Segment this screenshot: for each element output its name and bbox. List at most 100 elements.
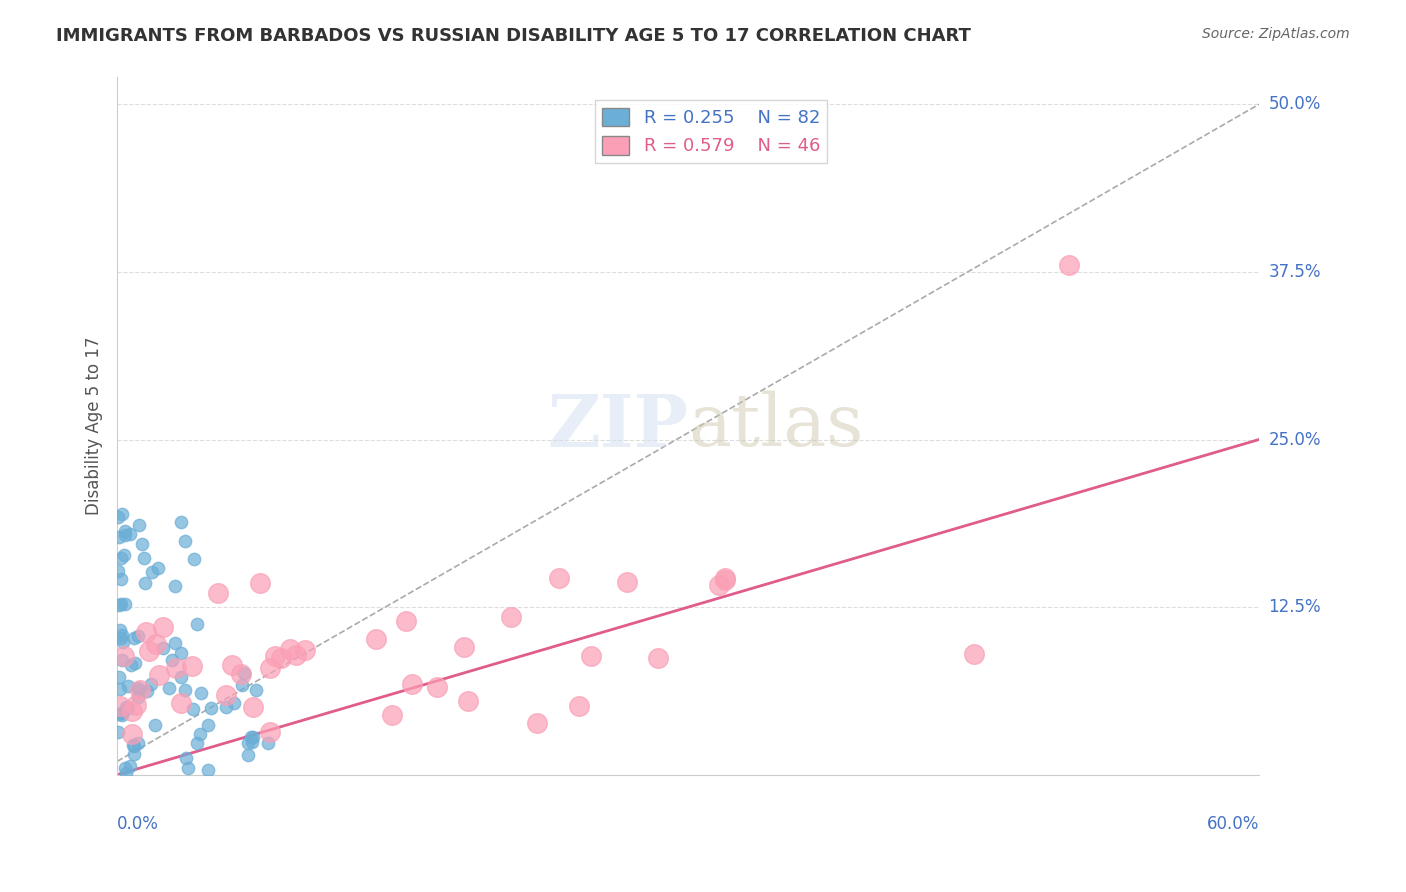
Text: 25.0%: 25.0%	[1268, 431, 1322, 449]
Text: 60.0%: 60.0%	[1206, 815, 1258, 833]
Text: 0.0%: 0.0%	[117, 815, 159, 833]
Point	[568, 698, 591, 713]
Point	[426, 680, 449, 694]
Point	[114, 528, 136, 542]
Point	[264, 649, 287, 664]
Point	[128, 683, 150, 698]
Point	[186, 617, 208, 632]
Point	[245, 682, 267, 697]
Point	[115, 700, 138, 714]
Point	[111, 507, 134, 521]
Point	[108, 670, 131, 684]
Point	[176, 761, 198, 775]
Point	[962, 647, 984, 661]
Point	[127, 681, 149, 695]
Point	[107, 530, 129, 544]
Point	[453, 640, 475, 655]
Point	[127, 690, 149, 704]
Point	[457, 693, 479, 707]
Point	[108, 682, 131, 697]
Point	[170, 646, 193, 660]
Text: atlas: atlas	[688, 391, 863, 461]
Point	[160, 653, 183, 667]
Point	[259, 724, 281, 739]
Point	[174, 750, 197, 764]
Point	[136, 684, 159, 698]
Point	[132, 551, 155, 566]
Point	[364, 632, 387, 646]
Point	[110, 632, 132, 646]
Point	[120, 527, 142, 541]
Point	[499, 610, 522, 624]
Point	[110, 551, 132, 566]
Point	[547, 572, 569, 586]
Point	[135, 625, 157, 640]
Point	[107, 598, 129, 612]
Point	[197, 763, 219, 777]
Point	[707, 578, 730, 592]
Point	[232, 665, 254, 680]
Point	[181, 702, 204, 716]
Point	[221, 657, 243, 672]
Point	[395, 614, 418, 628]
Point	[257, 736, 280, 750]
Point	[714, 571, 737, 585]
Point	[183, 552, 205, 566]
Text: IMMIGRANTS FROM BARBADOS VS RUSSIAN DISABILITY AGE 5 TO 17 CORRELATION CHART: IMMIGRANTS FROM BARBADOS VS RUSSIAN DISA…	[56, 27, 972, 45]
Point	[188, 727, 211, 741]
Point	[143, 717, 166, 731]
Point	[131, 537, 153, 551]
Point	[117, 679, 139, 693]
Point	[163, 635, 186, 649]
Point	[127, 629, 149, 643]
Point	[122, 739, 145, 753]
Point	[152, 620, 174, 634]
Point	[114, 765, 136, 780]
Point	[112, 549, 135, 563]
Point	[284, 648, 307, 663]
Point	[108, 623, 131, 637]
Point	[207, 586, 229, 600]
Point	[526, 716, 548, 731]
Text: ZIP: ZIP	[547, 391, 688, 461]
Point	[114, 761, 136, 775]
Point	[200, 701, 222, 715]
Point	[111, 653, 134, 667]
Point	[278, 641, 301, 656]
Point	[124, 698, 146, 712]
Point	[174, 534, 197, 549]
Y-axis label: Disability Age 5 to 17: Disability Age 5 to 17	[86, 337, 103, 516]
Point	[108, 698, 131, 713]
Point	[170, 515, 193, 529]
Point	[1057, 258, 1080, 272]
Point	[190, 686, 212, 700]
Point	[134, 576, 156, 591]
Point	[215, 688, 238, 702]
Point	[121, 704, 143, 718]
Point	[121, 727, 143, 741]
Point	[122, 747, 145, 761]
Point	[121, 738, 143, 752]
Point	[170, 696, 193, 710]
Point	[152, 641, 174, 656]
Point	[174, 683, 197, 698]
Point	[111, 706, 134, 721]
Point	[111, 627, 134, 641]
Point	[294, 643, 316, 657]
Point	[122, 631, 145, 645]
Point	[229, 666, 252, 681]
Point	[127, 736, 149, 750]
Point	[242, 700, 264, 714]
Point	[180, 659, 202, 673]
Text: 50.0%: 50.0%	[1268, 95, 1320, 113]
Point	[128, 518, 150, 533]
Point	[579, 649, 602, 664]
Point	[240, 735, 263, 749]
Point	[107, 509, 129, 524]
Point	[713, 573, 735, 587]
Point	[236, 736, 259, 750]
Point	[249, 576, 271, 591]
Point	[141, 565, 163, 579]
Point	[120, 759, 142, 773]
Point	[616, 574, 638, 589]
